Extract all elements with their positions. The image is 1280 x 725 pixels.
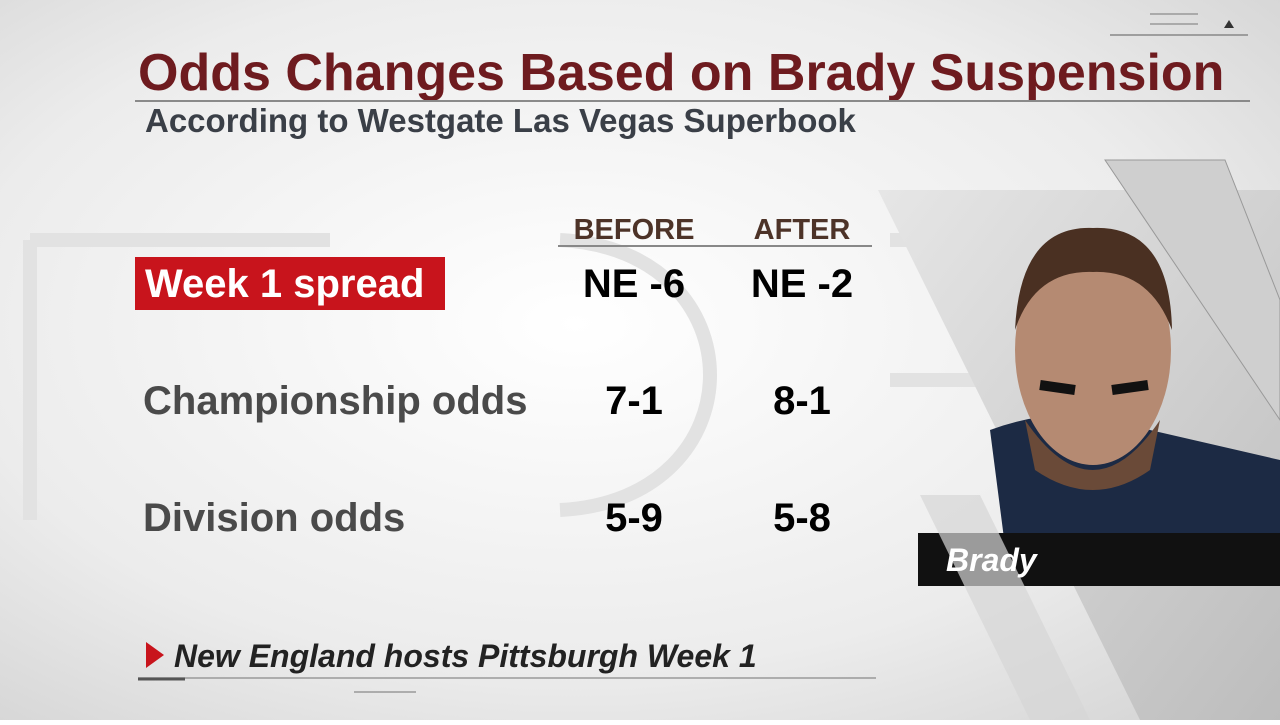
icon <box>1224 20 1234 28</box>
column-header: BEFORE <box>574 214 695 246</box>
panel-stripe <box>1104 159 1280 421</box>
row-label: Championship odds <box>143 379 527 423</box>
highlight <box>135 257 445 310</box>
panel-stripe <box>920 495 1090 720</box>
beard <box>1025 420 1160 490</box>
cell: 5-9 <box>605 496 663 540</box>
photo-panel: Brady <box>878 159 1280 720</box>
face <box>1015 235 1171 465</box>
eye-black <box>1039 380 1149 395</box>
hair <box>1015 227 1172 330</box>
cell: NE -2 <box>751 262 853 306</box>
cell: 7-1 <box>605 379 663 423</box>
row-label: Division odds <box>143 496 405 540</box>
cell: 8-1 <box>773 379 831 423</box>
cell: NE -6 <box>583 262 685 306</box>
bullet <box>146 642 164 668</box>
cell: 5-8 <box>773 496 831 540</box>
photo-caption: Brady <box>946 542 1039 578</box>
footnote: New England hosts Pittsburgh Week 1 <box>174 638 757 674</box>
column-header: AFTER <box>754 214 851 246</box>
title: Odds Changes Based on Brady Suspension <box>138 44 1224 102</box>
subtitle: According to Westgate Las Vegas Superboo… <box>145 102 857 139</box>
row-label: Week 1 spread <box>145 262 424 306</box>
